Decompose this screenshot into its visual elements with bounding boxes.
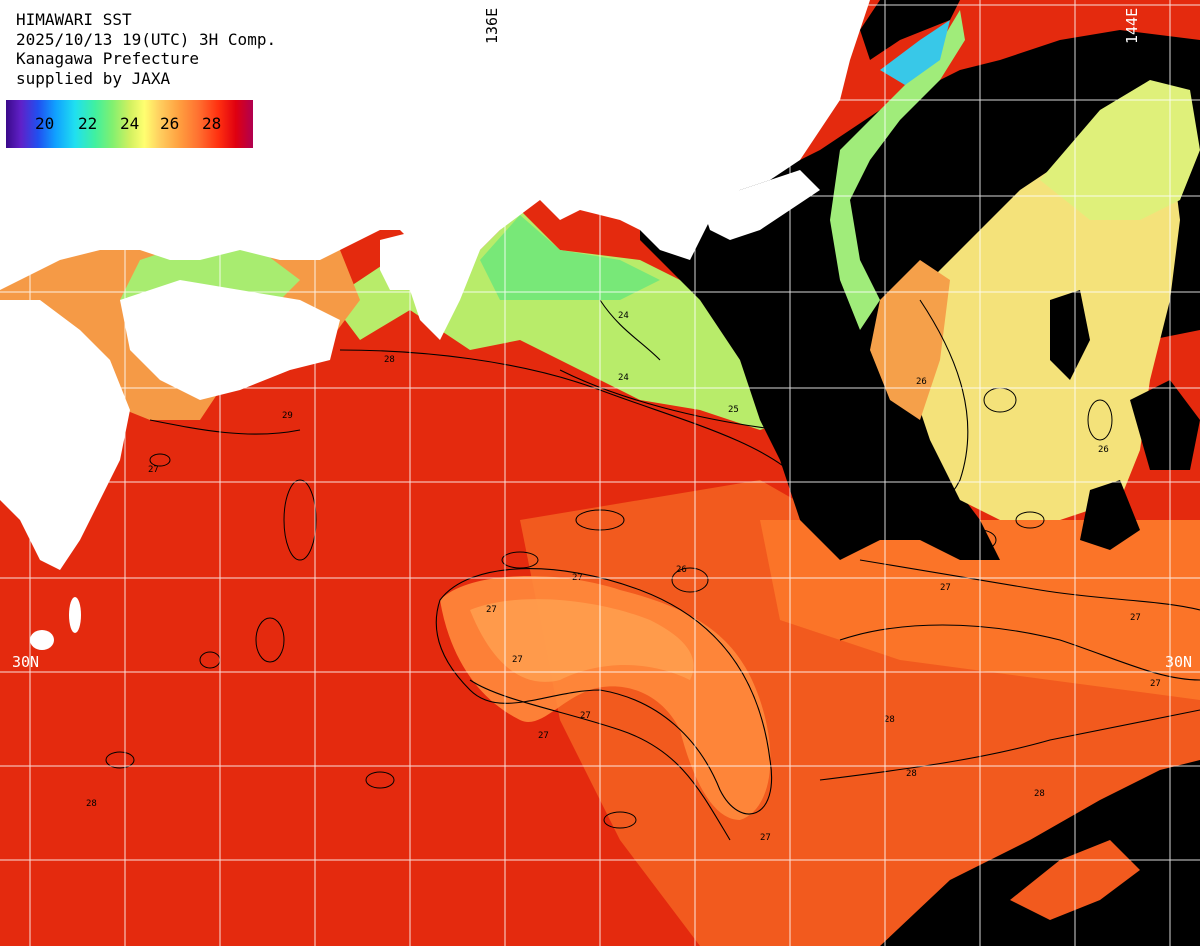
contour-label: 26	[1098, 445, 1109, 455]
contour-label: 24	[618, 311, 629, 321]
sst-patch-east-yellow-2	[1040, 80, 1200, 220]
lat-label-30n-right: 30N	[1165, 653, 1193, 671]
contour-label: 28	[906, 769, 917, 779]
land-shikoku	[120, 280, 340, 400]
isotherm-27	[435, 568, 773, 815]
isotherm-26	[879, 299, 969, 514]
cloud-pocket-3	[1080, 480, 1140, 550]
coastal-cool-band-green	[480, 215, 660, 300]
land-kyushu	[0, 300, 130, 570]
island-yakushima	[69, 597, 81, 633]
title-credit: supplied by JAXA	[16, 68, 171, 88]
contour-label: 27	[1150, 679, 1161, 689]
contour-label-group: 28 29 27 27 27 27 27 27 28 28 26 25 24 2…	[86, 311, 1161, 843]
sst-colorbar: 20 22 24 26 28	[6, 100, 253, 148]
contour-label: 27	[538, 731, 549, 741]
colorbar-tick-24: 24	[120, 114, 140, 133]
isotherm-28-se	[819, 709, 1200, 781]
cloud-pocket-1	[1050, 290, 1090, 380]
contour-label: 26	[676, 565, 687, 575]
contour-label: 24	[618, 373, 629, 383]
contour-label: 27	[580, 711, 591, 721]
lat-label-30n-left: 30N	[12, 653, 40, 671]
cloud-pocket-2	[1130, 380, 1200, 470]
title-region: Kanagawa Prefecture	[16, 49, 200, 68]
title-datetime: 2025/10/13 19(UTC) 3H Comp.	[16, 29, 277, 49]
isotherm-28-west	[149, 419, 301, 435]
lon-label-136e: 136E	[483, 7, 501, 44]
lon-label-144e: 144E	[1123, 7, 1141, 44]
colorbar-tick-28: 28	[202, 114, 222, 133]
colorbar-tick-22: 22	[78, 114, 98, 133]
title-product: HIMAWARI SST	[16, 10, 132, 29]
contour-label: 28	[1034, 789, 1045, 799]
isotherm-blobs	[105, 387, 1113, 829]
contour-label: 26	[916, 377, 927, 387]
title-box: HIMAWARI SST 2025/10/13 19(UTC) 3H Comp.…	[6, 6, 351, 92]
north-coastal-strip	[830, 10, 965, 330]
contour-label: 27	[486, 605, 497, 615]
island-tanegashima	[30, 630, 54, 650]
isotherm-25	[559, 369, 781, 431]
isotherm-24	[599, 299, 661, 361]
contour-label: 27	[940, 583, 951, 593]
colorbar-tick-20: 20	[35, 114, 55, 133]
contour-label: 27	[760, 833, 771, 843]
contour-label: 29	[282, 411, 293, 421]
contour-label: 25	[728, 405, 739, 415]
contour-label: 28	[86, 799, 97, 809]
cloud-nodata-southeast	[880, 760, 1200, 946]
colorbar-gradient	[6, 100, 253, 148]
contour-label: 28	[384, 355, 395, 365]
isotherm-27-east	[859, 559, 1200, 611]
isotherm-28-east	[839, 624, 1200, 681]
contour-label: 27	[512, 655, 523, 665]
land-kii	[380, 230, 430, 290]
colorbar-tick-26: 26	[160, 114, 180, 133]
contour-label: 27	[148, 465, 159, 475]
warm-eddy-core	[470, 599, 694, 682]
sst-patch-east-orange	[870, 260, 950, 420]
contour-label: 28	[884, 715, 895, 725]
contour-label: 27	[1130, 613, 1141, 623]
north-coastal-cyan	[880, 20, 950, 85]
